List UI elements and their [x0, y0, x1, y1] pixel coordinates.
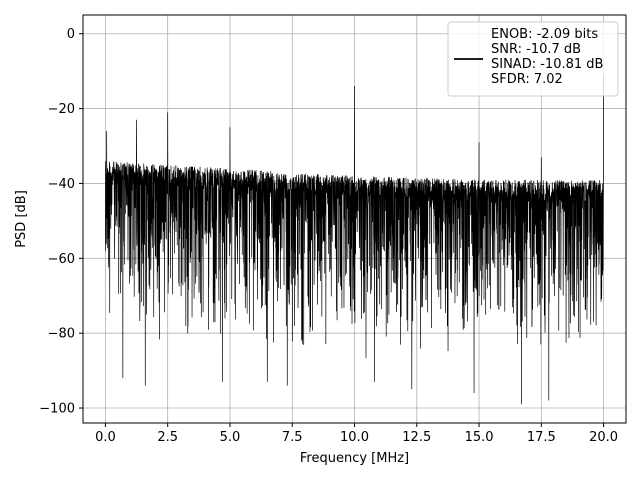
x-tick-label: 20.0 — [589, 430, 618, 445]
ticks: 0.0 2.5 5.0 7.5 10.0 12.5 15.0 17.5 20.0 0 −20 −40 −… — [39, 27, 618, 445]
legend-box — [447, 21, 619, 97]
y-tick-label: −80 — [48, 327, 75, 342]
y-tick-label: −40 — [48, 177, 75, 192]
x-tick-label: 0.0 — [95, 430, 116, 445]
legend-sfdr: SFDR: 7.02 — [491, 72, 563, 87]
y-tick-label: −60 — [48, 252, 75, 267]
psd-series-line — [105, 74, 604, 405]
legend-snr: SNR: -10.7 dB — [491, 42, 581, 57]
x-tick-label: 7.5 — [282, 430, 303, 445]
x-tick-label: 17.5 — [527, 430, 556, 445]
y-tick-label: −20 — [48, 102, 75, 117]
x-tick-label: 15.0 — [465, 430, 494, 445]
axes-frame — [82, 14, 627, 424]
x-tick-label: 12.5 — [402, 430, 431, 445]
x-tick-label: 5.0 — [220, 430, 241, 445]
x-axis-label: Frequency [MHz] — [300, 451, 409, 466]
legend-enob: ENOB: -2.09 bits — [491, 27, 598, 42]
legend-sinad: SINAD: -10.81 dB — [491, 57, 603, 72]
y-axis-label: PSD [dB] — [14, 190, 29, 248]
y-tick-label: −100 — [39, 402, 75, 417]
x-tick-label: 10.0 — [340, 430, 369, 445]
legend: ENOB: -2.09 bits SNR: -10.7 dB SINAD: -1… — [447, 21, 619, 97]
y-tick-label: 0 — [67, 27, 75, 42]
x-tick-label: 2.5 — [157, 430, 178, 445]
plot-area — [105, 74, 604, 405]
